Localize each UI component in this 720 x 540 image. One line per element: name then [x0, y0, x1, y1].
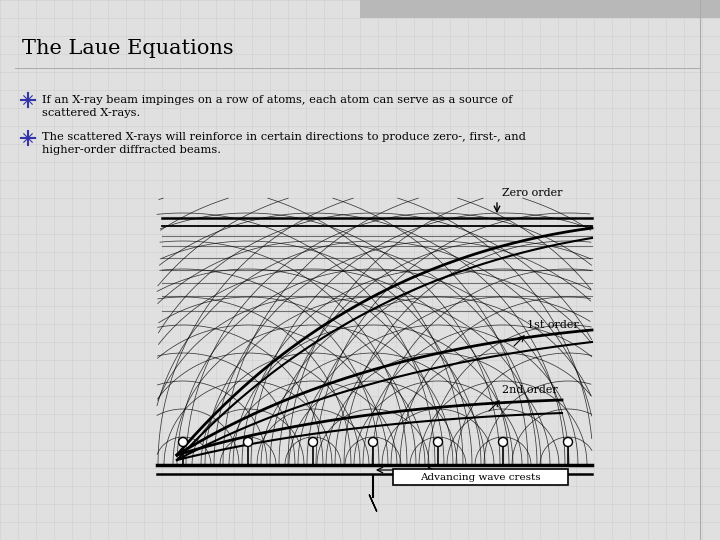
Text: The Laue Equations: The Laue Equations	[22, 38, 233, 57]
Text: scattered X-rays.: scattered X-rays.	[42, 108, 140, 118]
Text: higher-order diffracted beams.: higher-order diffracted beams.	[42, 145, 221, 155]
Text: 1st order: 1st order	[527, 320, 579, 330]
Bar	[360, 0, 720, 18]
Text: λ: λ	[402, 473, 408, 482]
Circle shape	[564, 437, 572, 447]
Circle shape	[243, 437, 253, 447]
Bar	[393, 469, 568, 485]
Circle shape	[498, 437, 508, 447]
Text: If an X-ray beam impinges on a row of atoms, each atom can serve as a source of: If an X-ray beam impinges on a row of at…	[42, 95, 513, 105]
Circle shape	[179, 437, 187, 447]
Text: 2nd order: 2nd order	[502, 385, 558, 395]
Text: Advancing wave crests: Advancing wave crests	[420, 472, 541, 482]
Circle shape	[433, 437, 443, 447]
Circle shape	[369, 437, 377, 447]
Circle shape	[308, 437, 318, 447]
Text: The scattered X-rays will reinforce in certain directions to produce zero-, firs: The scattered X-rays will reinforce in c…	[42, 132, 526, 142]
Text: Zero order: Zero order	[502, 188, 562, 198]
